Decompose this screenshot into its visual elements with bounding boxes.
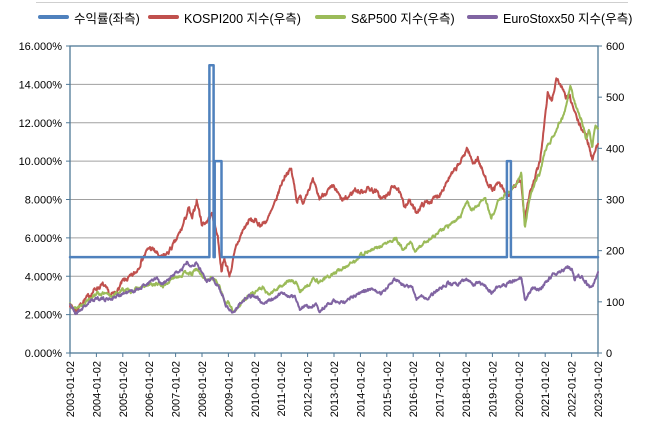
x-tick-label: 2005-01-02 bbox=[118, 361, 130, 417]
eurostoxx50-line-swatch-icon bbox=[467, 15, 498, 19]
x-tick-label: 2004-01-02 bbox=[91, 361, 103, 417]
chart-top-border bbox=[36, 2, 628, 3]
y-left-tick-label: 12.000% bbox=[19, 118, 63, 130]
y-right-tick-label: 300 bbox=[606, 195, 624, 207]
x-tick-label: 2006-01-02 bbox=[144, 361, 156, 417]
legend-label-returns: 수익률(좌측) bbox=[74, 11, 140, 26]
x-tick-label: 2019-01-02 bbox=[487, 361, 499, 417]
x-tick-label: 2015-01-02 bbox=[382, 361, 394, 417]
y-left-tick-label: 14.000% bbox=[19, 79, 63, 91]
sp500-line-swatch-icon bbox=[315, 15, 346, 19]
y-left-tick-label: 16.000% bbox=[19, 41, 63, 53]
legend-label-eurostoxx50: EuroStoxx50 지수(우측) bbox=[503, 11, 633, 26]
y-right-tick-label: 500 bbox=[606, 92, 624, 104]
series-line-0 bbox=[68, 63, 600, 259]
legend-label-kospi200: KOSPI200 지수(우측) bbox=[184, 11, 301, 26]
x-tick-label: 2007-01-02 bbox=[171, 361, 183, 417]
y-left-tick-label: 8.000% bbox=[25, 195, 63, 207]
y-left-tick-label: 6.000% bbox=[25, 233, 63, 245]
legend-label-sp500: S&P500 지수(우측) bbox=[351, 11, 455, 26]
y-left-tick-label: 2.000% bbox=[25, 310, 63, 322]
y-right-tick-label: 600 bbox=[606, 41, 624, 53]
x-tick-label: 2008-01-02 bbox=[197, 361, 209, 417]
legend-item-eurostoxx50: EuroStoxx50 지수(우측) bbox=[467, 5, 632, 29]
x-tick-label: 2016-01-02 bbox=[408, 361, 420, 417]
x-tick-label: 2017-01-02 bbox=[435, 361, 447, 417]
x-tick-label: 2013-01-02 bbox=[329, 361, 341, 417]
legend: 수익률(좌측) KOSPI200 지수(우측) S&P500 지수(우측) Eu… bbox=[0, 5, 645, 29]
legend-item-kospi200: KOSPI200 지수(우측) bbox=[148, 5, 301, 29]
x-tick-label: 2003-01-02 bbox=[65, 361, 77, 417]
x-tick-label: 2021-01-02 bbox=[540, 361, 552, 417]
x-tick-label: 2023-01-02 bbox=[593, 361, 605, 417]
x-tick-label: 2012-01-02 bbox=[303, 361, 315, 417]
x-tick-label: 2009-01-02 bbox=[223, 361, 235, 417]
x-tick-label: 2020-01-02 bbox=[514, 361, 526, 417]
legend-item-sp500: S&P500 지수(우측) bbox=[315, 5, 455, 29]
kospi200-line-swatch-icon bbox=[148, 15, 179, 19]
returns-line-swatch-icon bbox=[38, 15, 69, 19]
x-tick-label: 2022-01-02 bbox=[567, 361, 579, 417]
y-right-tick-label: 400 bbox=[606, 143, 624, 155]
series-line-3 bbox=[69, 260, 599, 316]
x-tick-label: 2014-01-02 bbox=[355, 361, 367, 417]
y-right-tick-label: 100 bbox=[606, 297, 624, 309]
x-tick-label: 2018-01-02 bbox=[461, 361, 473, 417]
y-right-tick-label: 0 bbox=[606, 348, 612, 360]
y-right-tick-label: 200 bbox=[606, 246, 624, 258]
x-tick-label: 2011-01-02 bbox=[276, 361, 288, 416]
y-left-tick-label: 10.000% bbox=[19, 156, 63, 168]
legend-item-returns: 수익률(좌측) bbox=[38, 5, 140, 29]
y-left-tick-label: 0.000% bbox=[25, 348, 63, 360]
x-tick-label: 2010-01-02 bbox=[250, 361, 262, 417]
y-left-tick-label: 4.000% bbox=[25, 271, 63, 283]
